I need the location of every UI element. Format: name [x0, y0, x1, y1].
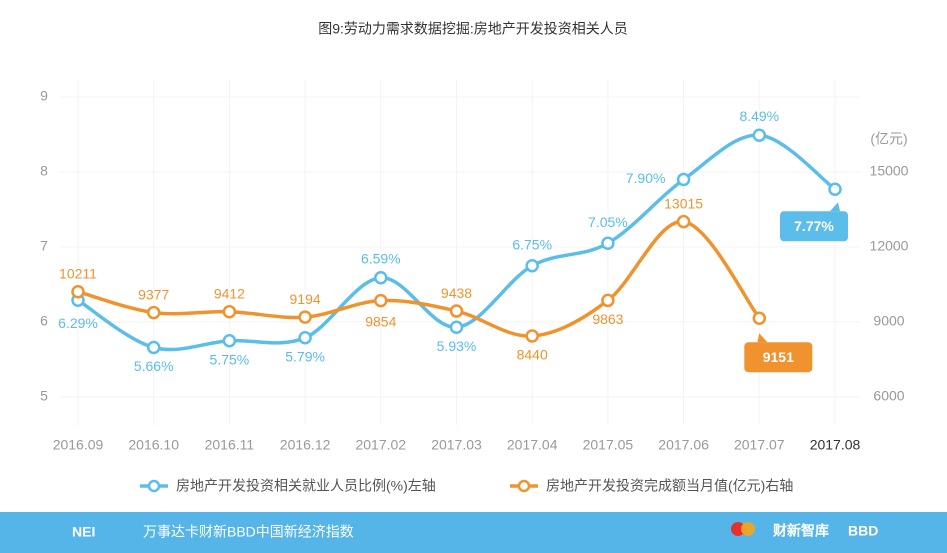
data-label: 7.77%	[794, 218, 834, 234]
data-label: 5.66%	[134, 358, 174, 374]
callout-box	[744, 342, 813, 373]
data-point	[601, 293, 615, 308]
y-tick-label: 8	[40, 163, 48, 179]
footer-text: 万事达卡财新BBD中国新经济指数	[143, 524, 354, 540]
y-tick-label: 7	[40, 238, 48, 254]
data-point	[71, 284, 85, 299]
data-label: 7.05%	[588, 214, 628, 230]
data-label: 6.75%	[512, 236, 552, 252]
callout-box	[780, 211, 848, 242]
data-point	[828, 182, 842, 196]
x-tick-label: 2017.06	[658, 437, 709, 453]
data-label: 9412	[214, 285, 245, 301]
data-point	[676, 172, 691, 187]
y2-tick-label: 15000	[870, 163, 909, 179]
x-tick-label: 2017.02	[355, 437, 406, 453]
y-tick-label: 9	[40, 88, 48, 104]
footer-bar	[0, 512, 947, 553]
legend-label: 房地产开发投资完成额当月值(亿元)右轴	[546, 478, 793, 494]
data-point	[374, 271, 388, 285]
x-tick-label: 2017.05	[583, 437, 634, 453]
callout-tip	[830, 202, 840, 212]
data-point	[449, 304, 464, 318]
data-label: 10211	[59, 265, 97, 281]
callout-tip	[757, 333, 768, 343]
data-label: 6.29%	[58, 315, 98, 331]
data-label: 8.49%	[739, 108, 779, 124]
data-label: 8440	[517, 347, 548, 363]
footer-partner: 财新智库	[772, 523, 829, 539]
data-point	[525, 329, 539, 343]
data-label: 5.75%	[210, 351, 250, 367]
legend-marker	[147, 479, 161, 493]
data-label: 7.90%	[626, 170, 666, 186]
y-tick-label: 5	[40, 388, 48, 404]
data-label: 5.93%	[437, 338, 477, 354]
x-tick-label: 2016.10	[128, 437, 179, 453]
data-point	[601, 236, 615, 250]
data-label: 9151	[763, 349, 794, 365]
data-label: 9438	[441, 285, 472, 301]
y-tick-label: 6	[40, 313, 48, 329]
x-tick-label: 2016.12	[280, 437, 331, 453]
data-label: 9854	[365, 313, 396, 329]
y2-axis-label: (亿元)	[870, 131, 907, 147]
y2-tick-label: 6000	[873, 388, 904, 404]
data-point	[752, 128, 767, 142]
x-tick-label: 2016.09	[53, 437, 104, 453]
data-point	[298, 310, 312, 324]
data-point	[525, 259, 539, 273]
data-point	[298, 331, 312, 345]
chart-title: 图9:劳动力需求数据挖掘:房地产开发投资相关人员	[318, 21, 628, 37]
data-point	[222, 304, 237, 319]
data-label: 9863	[592, 311, 623, 327]
legend-label: 房地产开发投资相关就业人员比例(%)左轴	[176, 478, 436, 494]
data-point	[146, 340, 161, 355]
x-tick-label: 2016.11	[205, 437, 255, 453]
x-tick-label: 2017.03	[431, 437, 482, 453]
data-point	[676, 214, 691, 229]
x-tick-label: 2017.07	[734, 437, 785, 453]
data-label: 9194	[290, 291, 321, 307]
logo-circle	[741, 522, 755, 536]
legend-marker	[517, 479, 531, 493]
data-label: 13015	[664, 195, 703, 211]
x-tick-label: 2017.04	[507, 437, 558, 453]
data-label: 6.59%	[361, 250, 401, 266]
data-point	[374, 293, 388, 308]
data-point	[752, 311, 767, 325]
y2-tick-label: 9000	[873, 313, 904, 329]
data-label: 9377	[138, 286, 169, 302]
data-label: 5.79%	[285, 348, 325, 364]
data-point	[222, 334, 237, 348]
footer-logo: NEI	[72, 524, 95, 540]
data-point	[146, 305, 161, 320]
series-line	[77, 219, 761, 338]
y2-tick-label: 12000	[870, 238, 909, 254]
logo-circle	[731, 522, 745, 536]
x-tick-label: 2017.08	[810, 437, 861, 453]
data-point	[449, 320, 464, 334]
footer-partner: BBD	[848, 523, 878, 539]
